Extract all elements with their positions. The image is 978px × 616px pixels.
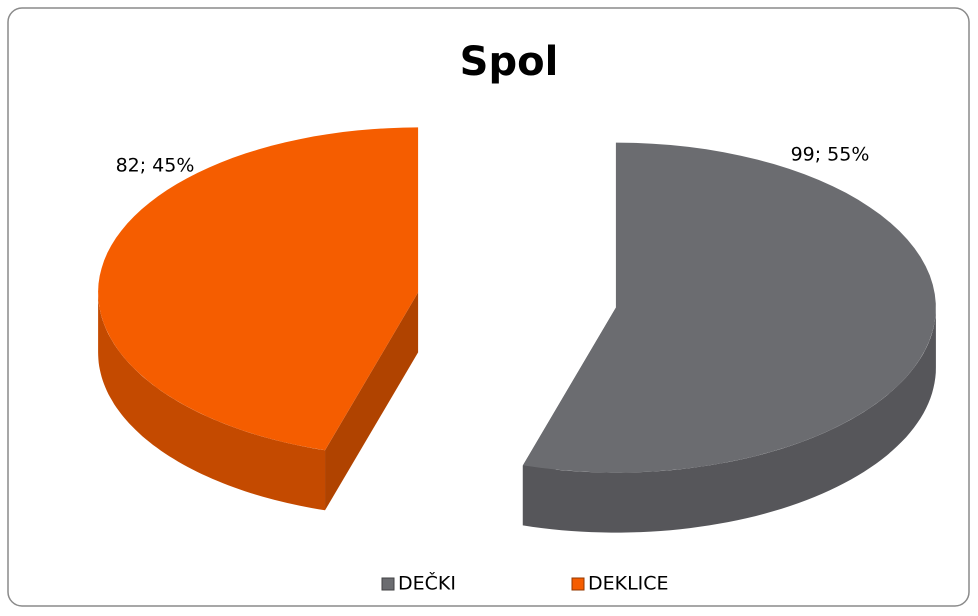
slice-wall [522,307,936,533]
chart-title: Spol [460,39,559,85]
legend-label: DEČKI [398,571,456,595]
slice-top [522,142,936,473]
slice-side [325,292,419,511]
legend-label: DEKLICE [588,573,669,595]
legend-swatch [381,577,395,591]
slice [522,142,936,533]
data-label: 99; 55% [791,144,870,166]
slice [98,127,419,511]
data-label: 82; 45% [116,155,195,177]
slice-wall [98,292,325,511]
legend-swatch [571,577,585,591]
slice-top [98,127,419,451]
